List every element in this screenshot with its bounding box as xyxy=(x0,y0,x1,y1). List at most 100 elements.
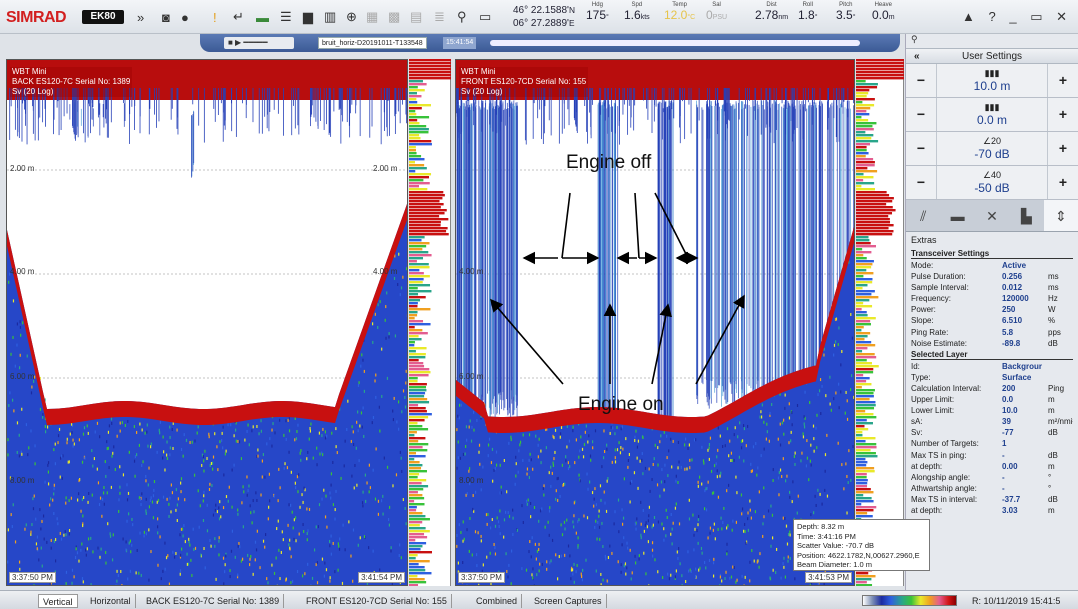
histogram-bar xyxy=(856,68,904,71)
histogram-bar xyxy=(409,563,419,566)
transceiver-unit: pps xyxy=(1048,327,1061,337)
histogram-bar xyxy=(856,260,874,263)
zoom-icon[interactable]: ⚲ xyxy=(457,9,467,24)
collapse-panel-icon[interactable]: « xyxy=(914,51,920,62)
histogram-bar xyxy=(409,536,428,539)
histogram-bar xyxy=(856,455,878,458)
camera-icon[interactable]: ◙ xyxy=(162,9,170,25)
return-icon[interactable]: ↵ xyxy=(233,9,244,24)
tab-horizontal[interactable]: Horizontal xyxy=(86,594,136,608)
tab-beam[interactable]: ⫽ xyxy=(920,208,927,224)
roll-label: Roll xyxy=(802,2,813,8)
echogram-icon[interactable]: ▆ xyxy=(303,9,313,24)
range-plus-button[interactable]: + xyxy=(1058,72,1068,88)
histogram-bar xyxy=(856,575,876,578)
histogram-bar xyxy=(409,479,427,482)
left-depth-label: 2.00 m xyxy=(10,164,35,173)
left-echogram[interactable]: WBT Mini BACK ES120-7C Serial No: 1389 S… xyxy=(6,59,408,586)
histogram-bar xyxy=(856,65,904,68)
alert-icon[interactable]: ! xyxy=(213,9,217,25)
tvg-plus-button[interactable]: + xyxy=(1058,174,1068,190)
right-echogram[interactable]: WBT Mini FRONT ES120-7CD Serial No: 155 … xyxy=(455,59,855,586)
tab-layout[interactable]: ▙ xyxy=(1021,208,1032,224)
histogram-bar xyxy=(409,254,432,257)
color-scale-icon[interactable]: ▬ xyxy=(256,9,269,25)
histogram-bar xyxy=(409,188,428,191)
echo-column xyxy=(191,110,195,178)
left-depth-label-right: 4.00 m xyxy=(373,267,398,276)
right-histogram-canvas xyxy=(856,59,904,587)
list-icon[interactable]: ≣ xyxy=(434,9,445,24)
tab-extras[interactable]: ⇕ xyxy=(1043,200,1078,231)
histogram-bar xyxy=(409,203,444,206)
histogram-bar xyxy=(856,392,874,395)
replay-play-button[interactable]: ■ ▶ ━━━━━ xyxy=(224,37,294,49)
depth-icon[interactable]: ☰ xyxy=(280,9,292,24)
start-range-value-box[interactable]: ▮▮▮ 0.0 m xyxy=(936,98,1048,131)
histogram-bar xyxy=(409,407,426,410)
replay-slider[interactable] xyxy=(490,40,860,46)
transceiver-unit: dB xyxy=(1048,338,1058,348)
collapse-chevron-icon[interactable]: » xyxy=(137,9,145,25)
gain-value-box[interactable]: ∠20 -70 dB xyxy=(936,132,1048,165)
start-range-minus-button[interactable]: − xyxy=(916,106,926,122)
histogram-bar xyxy=(856,212,893,215)
tvg-minus-button[interactable]: − xyxy=(916,174,926,190)
histogram-bar xyxy=(409,164,425,167)
tab-setup[interactable]: ✕ xyxy=(986,208,998,224)
bar-chart-icon[interactable]: ▥ xyxy=(324,9,337,24)
engine-on-annotation: Engine on xyxy=(578,394,664,415)
pause-icon[interactable]: ▭ xyxy=(479,9,492,24)
histogram-bar xyxy=(856,335,868,338)
engine-off-annotation: Engine off xyxy=(566,152,652,173)
tvg-value-box[interactable]: ∠40 -50 dB xyxy=(936,166,1048,199)
tab-vertical[interactable]: Vertical xyxy=(38,594,78,608)
histogram-bar xyxy=(856,278,873,281)
histogram-bar xyxy=(856,218,890,221)
transceiver-row: Slope: 6.510% xyxy=(911,315,1073,326)
range-value: 10.0 m xyxy=(973,79,1011,93)
histogram-bar xyxy=(856,338,865,341)
gain-plus-button[interactable]: + xyxy=(1058,140,1068,156)
scatter-icon[interactable]: ▩ xyxy=(388,9,401,24)
color-scale-bar[interactable] xyxy=(862,595,957,606)
window-controls[interactable]: ▲ ? _ ▭ ✕ xyxy=(962,9,1072,24)
side-tab-bar: ⫽ ▬ ✕ ▙ ⇕ xyxy=(906,200,1078,232)
histogram-bar xyxy=(856,122,877,125)
layer-label: Id: xyxy=(911,361,920,371)
histogram-bar xyxy=(409,377,418,380)
left-echogram-info: WBT Mini BACK ES120-7C Serial No: 1389 S… xyxy=(10,67,133,97)
histogram-bar xyxy=(409,581,427,584)
tab-front-transducer[interactable]: FRONT ES120-7CD Serial No: 155 xyxy=(302,594,452,608)
histogram-bar xyxy=(409,179,424,182)
histogram-bar xyxy=(409,242,430,245)
temperature-value: 12.0 xyxy=(664,8,688,22)
histogram-bar xyxy=(856,143,871,146)
range-minus-button[interactable]: − xyxy=(916,72,926,88)
start-range-control: − ▮▮▮ 0.0 m + xyxy=(906,98,1078,132)
range-value-box[interactable]: ▮▮▮ 10.0 m xyxy=(936,64,1048,97)
histogram-bar xyxy=(856,146,867,149)
layer-value: 10.0 xyxy=(1002,406,1018,416)
histogram-bar xyxy=(409,521,423,524)
start-range-plus-button[interactable]: + xyxy=(1058,106,1068,122)
tab-back-transducer[interactable]: BACK ES120-7C Serial No: 1389 xyxy=(142,594,285,608)
tab-display[interactable]: ▬ xyxy=(950,208,965,224)
tab-screen-captures[interactable]: Screen Captures xyxy=(530,594,607,608)
histogram-bar xyxy=(856,101,863,104)
record-icon[interactable]: ● xyxy=(181,9,189,25)
layer-icon[interactable]: ▦ xyxy=(366,9,379,24)
histogram-bar xyxy=(856,452,876,455)
gain-minus-button[interactable]: − xyxy=(916,140,926,156)
target-icon[interactable]: ⊕ xyxy=(346,9,357,24)
histogram-bar xyxy=(856,395,874,398)
bottom-bar: Vertical Horizontal BACK ES120-7C Serial… xyxy=(0,590,1078,609)
histogram-bar xyxy=(856,200,893,203)
histogram-bar xyxy=(409,353,426,356)
grid-icon[interactable]: ▤ xyxy=(410,9,423,24)
transceiver-value: 0.012 xyxy=(1002,283,1023,293)
echo-column xyxy=(657,100,674,440)
histogram-bar xyxy=(856,281,873,284)
side-pin-icon[interactable]: ⚲ xyxy=(911,34,918,44)
tab-combined[interactable]: Combined xyxy=(472,594,523,608)
